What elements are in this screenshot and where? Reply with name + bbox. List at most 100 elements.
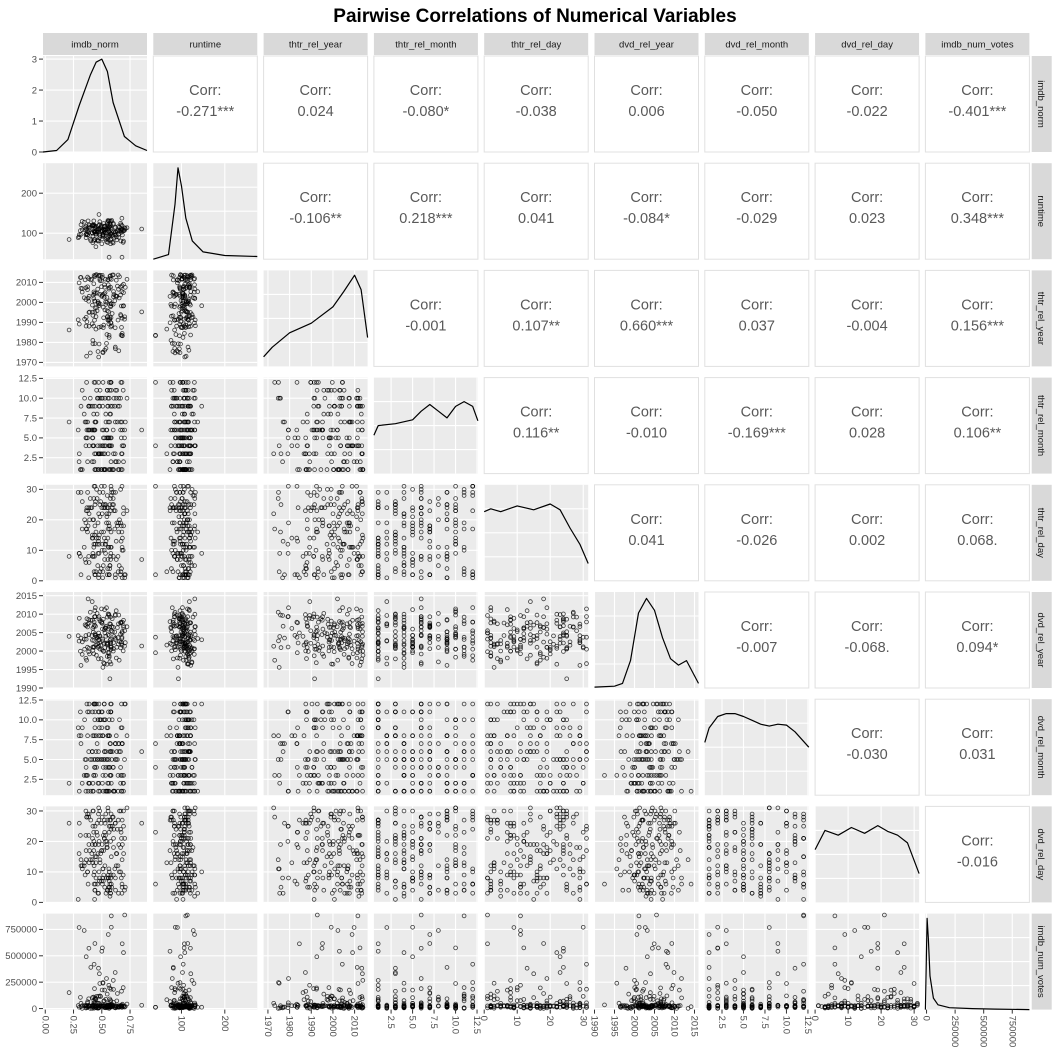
scatter-point: [112, 451, 118, 457]
scatter-point: [164, 569, 170, 574]
scatter-point: [338, 443, 344, 449]
corr-panel-bg: [704, 162, 810, 260]
scatter-point: [192, 286, 198, 292]
scatter-point: [106, 419, 111, 425]
corr-label: Corr:: [410, 83, 442, 99]
scatter-point: [96, 451, 102, 457]
scatter-point: [339, 490, 345, 495]
scatter-point: [185, 380, 191, 385]
scatter-point: [87, 517, 92, 523]
scatter-point: [113, 395, 119, 401]
scatter-point: [329, 451, 334, 457]
panel-runtime-imdb_norm: [43, 163, 147, 260]
scatter-point: [189, 529, 195, 535]
scatter-point: [108, 284, 113, 290]
scatter-point: [188, 490, 194, 495]
scatter-point: [108, 551, 114, 556]
scatter-point: [90, 338, 96, 343]
scatter-point: [335, 411, 341, 417]
corr-panel-bg: [263, 162, 369, 260]
scatter-point: [308, 380, 314, 385]
corr-value: 0.037: [739, 318, 775, 334]
scatter-point: [101, 529, 106, 535]
scatter-point: [192, 276, 197, 281]
scatter-point: [282, 419, 287, 425]
scatter-point: [331, 575, 337, 581]
panel-dvd_rel_day-runtime: [153, 805, 258, 903]
scatter-point: [116, 529, 122, 535]
scatter-point: [339, 380, 345, 385]
panel-bg: [373, 484, 478, 581]
scatter-point: [82, 316, 87, 322]
scatter-point: [179, 563, 184, 568]
scatter-point: [178, 319, 184, 325]
corr-value: -0.029: [736, 211, 777, 227]
corr-value: 0.031: [959, 747, 995, 763]
corr-value: 0.024: [297, 104, 333, 120]
corr-label: Corr:: [410, 190, 442, 206]
scatter-point: [176, 505, 182, 511]
scatter-point: [124, 395, 130, 401]
scatter-point: [83, 443, 89, 449]
scatter-point: [182, 293, 188, 299]
scatter-point: [77, 321, 82, 327]
scatter-point: [172, 411, 177, 417]
scatter-point: [172, 419, 177, 425]
scatter-point: [153, 443, 158, 449]
scatter-point: [355, 435, 360, 441]
corr-label: Corr:: [851, 83, 883, 99]
scatter-point: [192, 493, 197, 498]
corr-label: Corr:: [961, 512, 993, 528]
row-strip-dvd_rel_month: [1031, 699, 1052, 796]
scatter-point: [97, 514, 103, 520]
panel-thtr_rel_month-thtr_rel_month: [373, 377, 479, 474]
scatter-point: [187, 313, 192, 318]
scatter-point: [339, 575, 344, 581]
scatter-point: [170, 569, 176, 574]
scatter-point: [181, 395, 187, 401]
scatter-point: [109, 323, 114, 329]
corr-panel-bg: [373, 162, 479, 260]
scatter-point: [91, 296, 97, 301]
scatter-point: [85, 218, 91, 224]
scatter-point: [105, 403, 111, 409]
scatter-point: [79, 387, 85, 393]
panel-dvd_rel_year-dvd_rel_day: Corr:-0.068.: [814, 591, 920, 689]
scatter-point: [102, 227, 108, 233]
corr-value: -0.030: [847, 747, 888, 763]
scatter-point: [91, 541, 97, 547]
scatter-point: [185, 483, 190, 489]
scatter-point: [106, 332, 112, 338]
scatter-point: [104, 224, 110, 230]
scatter-point: [109, 443, 114, 449]
scatter-point: [99, 241, 105, 247]
scatter-point: [192, 511, 198, 517]
scatter-point: [188, 538, 193, 544]
panel-runtime-dvd_rel_day: Corr:0.023: [814, 162, 920, 260]
scatter-point: [83, 235, 89, 241]
scatter-point: [328, 435, 334, 441]
scatter-point: [295, 435, 301, 441]
scatter-point: [342, 529, 348, 535]
scatter-point: [121, 505, 126, 511]
scatter-point: [109, 490, 114, 495]
scatter-point: [108, 544, 113, 550]
scatter-point: [182, 505, 188, 511]
scatter-point: [105, 313, 110, 319]
scatter-point: [182, 331, 187, 336]
row-strip-label-dvd_rel_month: dvd_rel_month: [1035, 716, 1046, 779]
scatter-point: [110, 427, 116, 433]
panel-runtime-dvd_rel_year: Corr:-0.084*: [594, 162, 699, 260]
corr-panel-bg: [483, 269, 589, 367]
scatter-point: [78, 467, 83, 472]
scatter-point: [333, 435, 339, 441]
scatter-point: [97, 219, 103, 225]
scatter-point: [113, 575, 118, 581]
panel-imdb_norm-dvd_rel_year: Corr:0.006: [594, 55, 699, 153]
panel-runtime-dvd_rel_month: Corr:-0.029: [704, 162, 810, 260]
scatter-point: [96, 575, 101, 581]
scatter-point: [121, 459, 126, 465]
scatter-point: [168, 443, 174, 449]
scatter-point: [189, 554, 195, 559]
scatter-point: [104, 300, 110, 305]
